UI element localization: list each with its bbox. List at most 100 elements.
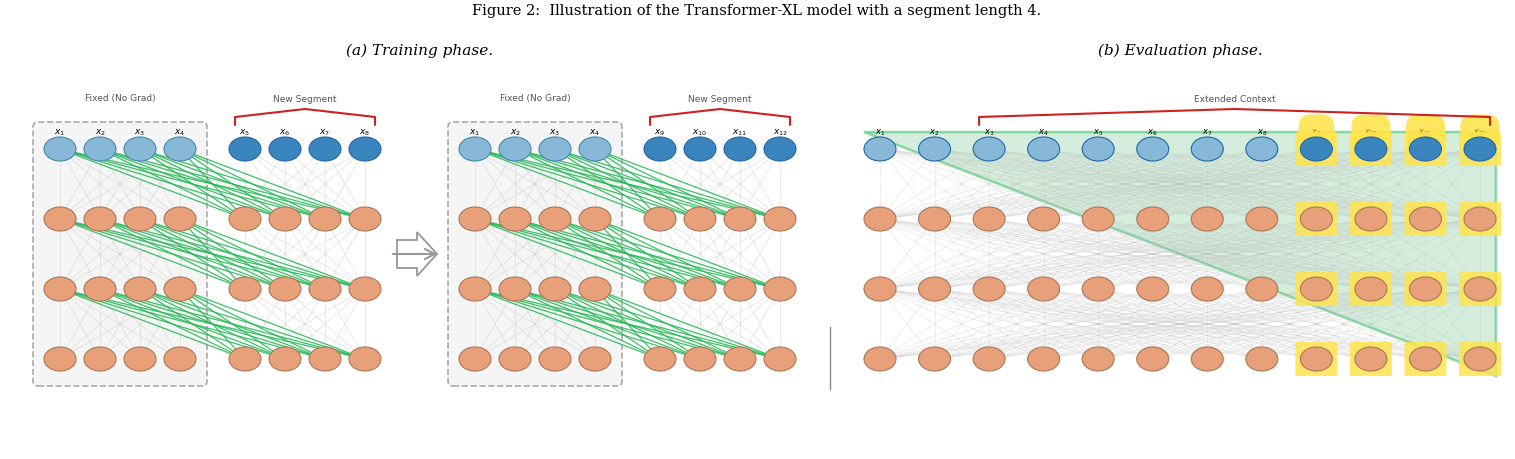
Ellipse shape [1463, 347, 1495, 371]
Ellipse shape [83, 277, 117, 301]
Ellipse shape [918, 277, 950, 301]
Ellipse shape [498, 137, 530, 161]
Ellipse shape [683, 347, 717, 371]
Text: $x_3$: $x_3$ [135, 127, 145, 138]
Ellipse shape [44, 347, 76, 371]
FancyBboxPatch shape [448, 122, 623, 386]
Ellipse shape [918, 137, 950, 161]
Ellipse shape [309, 277, 341, 301]
Ellipse shape [683, 137, 717, 161]
Text: $x_4$: $x_4$ [174, 127, 186, 138]
Ellipse shape [124, 277, 156, 301]
Text: $x_3$: $x_3$ [983, 127, 994, 138]
Ellipse shape [1463, 207, 1495, 231]
Ellipse shape [579, 137, 611, 161]
Ellipse shape [1136, 277, 1168, 301]
Ellipse shape [1409, 207, 1441, 231]
Ellipse shape [973, 277, 1004, 301]
Ellipse shape [270, 137, 301, 161]
Ellipse shape [1027, 347, 1059, 371]
Ellipse shape [44, 137, 76, 161]
Ellipse shape [1136, 347, 1168, 371]
Ellipse shape [1082, 277, 1114, 301]
Ellipse shape [539, 207, 571, 231]
Ellipse shape [164, 207, 195, 231]
Ellipse shape [124, 137, 156, 161]
Ellipse shape [348, 137, 380, 161]
Ellipse shape [1027, 207, 1059, 231]
FancyBboxPatch shape [1404, 202, 1447, 236]
Ellipse shape [764, 347, 795, 371]
Ellipse shape [498, 277, 530, 301]
Ellipse shape [124, 207, 156, 231]
FancyBboxPatch shape [1295, 132, 1338, 166]
Ellipse shape [348, 277, 380, 301]
Text: $x_2$: $x_2$ [509, 127, 521, 138]
Ellipse shape [644, 277, 676, 301]
Ellipse shape [498, 347, 530, 371]
Ellipse shape [1191, 207, 1223, 231]
Ellipse shape [724, 277, 756, 301]
Ellipse shape [764, 277, 795, 301]
Ellipse shape [1136, 137, 1168, 161]
Ellipse shape [309, 347, 341, 371]
Ellipse shape [724, 137, 756, 161]
Ellipse shape [579, 207, 611, 231]
Ellipse shape [124, 347, 156, 371]
Ellipse shape [539, 137, 571, 161]
FancyBboxPatch shape [1350, 272, 1392, 306]
FancyBboxPatch shape [1350, 202, 1392, 236]
Ellipse shape [348, 207, 380, 231]
Ellipse shape [1354, 137, 1386, 161]
Ellipse shape [1082, 207, 1114, 231]
Text: Extended Context: Extended Context [1194, 95, 1276, 104]
Ellipse shape [83, 347, 117, 371]
FancyBboxPatch shape [33, 122, 208, 386]
Ellipse shape [229, 347, 261, 371]
Ellipse shape [229, 137, 261, 161]
Ellipse shape [83, 137, 117, 161]
Ellipse shape [1245, 347, 1277, 371]
Ellipse shape [918, 347, 950, 371]
Ellipse shape [164, 277, 195, 301]
Ellipse shape [539, 277, 571, 301]
Text: (a) Training phase.: (a) Training phase. [347, 44, 494, 58]
Ellipse shape [864, 137, 895, 161]
FancyBboxPatch shape [1295, 202, 1338, 236]
Ellipse shape [270, 277, 301, 301]
Text: $x_4$: $x_4$ [589, 127, 600, 138]
Ellipse shape [1245, 207, 1277, 231]
Ellipse shape [644, 137, 676, 161]
Text: $x_7$: $x_7$ [1201, 127, 1212, 138]
Text: $x_6$: $x_6$ [1147, 127, 1157, 138]
Polygon shape [864, 132, 1495, 376]
Text: $x_7$: $x_7$ [320, 127, 330, 138]
Text: $x_9$: $x_9$ [654, 127, 665, 138]
Ellipse shape [764, 207, 795, 231]
FancyBboxPatch shape [1459, 132, 1501, 166]
Text: Figure 2:  Illustration of the Transformer-XL model with a segment length 4.: Figure 2: Illustration of the Transforme… [473, 4, 1042, 18]
Ellipse shape [83, 207, 117, 231]
Ellipse shape [1027, 137, 1059, 161]
Ellipse shape [270, 207, 301, 231]
Text: $x_{12}$: $x_{12}$ [773, 127, 788, 138]
Text: $x_{10}$: $x_{10}$ [692, 127, 708, 138]
Text: $x_4$: $x_4$ [1038, 127, 1048, 138]
Ellipse shape [459, 207, 491, 231]
Text: $x_6$: $x_6$ [279, 127, 291, 138]
Text: $x_1$: $x_1$ [55, 127, 65, 138]
Text: $x_2$: $x_2$ [94, 127, 106, 138]
Ellipse shape [1463, 277, 1495, 301]
Ellipse shape [864, 347, 895, 371]
Ellipse shape [309, 207, 341, 231]
Ellipse shape [229, 207, 261, 231]
Ellipse shape [1082, 137, 1114, 161]
Ellipse shape [973, 137, 1004, 161]
Text: $x_{11}$: $x_{11}$ [732, 127, 747, 138]
FancyBboxPatch shape [1350, 342, 1392, 376]
Ellipse shape [644, 207, 676, 231]
Ellipse shape [539, 347, 571, 371]
FancyBboxPatch shape [1404, 132, 1447, 166]
Ellipse shape [1300, 207, 1332, 231]
Ellipse shape [683, 277, 717, 301]
